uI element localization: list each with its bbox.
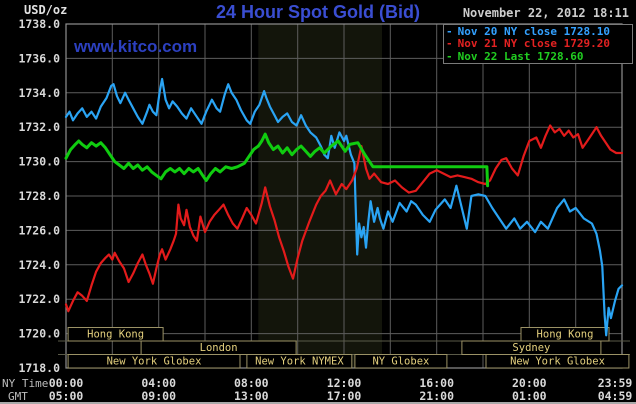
- x-tick-label-gmt: 04:59: [598, 389, 633, 403]
- x-tick-label-gmt: 17:00: [327, 389, 362, 403]
- x-tick-label-ny: 00:00: [49, 376, 84, 390]
- session-box: [67, 327, 164, 342]
- y-tick-label: 1722.0: [18, 292, 60, 306]
- legend-marker-nov21: -: [446, 37, 453, 51]
- legend-marker-nov20: -: [446, 24, 453, 38]
- y-tick-label: 1732.0: [18, 120, 60, 134]
- series-line-nov21: [64, 124, 624, 313]
- legend-marker-nov22: -: [446, 49, 453, 63]
- legend-box: - Nov 20 NY close 1728.10 - Nov 21 NY cl…: [443, 24, 633, 64]
- legend-item-nov22: - Nov 22 Last 1728.60: [446, 50, 630, 63]
- session-label: Sydney: [512, 342, 550, 354]
- x-tick-label-gmt: 09:00: [141, 389, 176, 403]
- chart-timestamp: November 22, 2012 18:11: [462, 6, 629, 20]
- x-tick-label-ny: 04:00: [141, 376, 176, 390]
- chart-title: 24 Hour Spot Gold (Bid): [216, 2, 420, 22]
- kitco-watermark-link[interactable]: www.kitco.com: [74, 37, 198, 56]
- series-line-nov20: [64, 77, 624, 337]
- session-box: [354, 354, 448, 369]
- session-label: Hong Kong: [87, 329, 144, 341]
- legend-item-nov20: - Nov 20 NY close 1728.10: [446, 25, 630, 38]
- x-tick-label-gmt: 05:00: [49, 389, 84, 403]
- x-tick-label-ny: 20:00: [512, 376, 547, 390]
- y-tick-label: 1728.0: [18, 189, 60, 203]
- session-box: [246, 354, 353, 369]
- session-box: [485, 354, 630, 369]
- y-tick-label: 1736.0: [18, 51, 60, 65]
- session-label: NY Globex: [372, 356, 429, 368]
- x-tick-label-ny: 08:00: [234, 376, 269, 390]
- y-tick-label: 1720.0: [18, 327, 60, 341]
- y-axis-unit-label: USD/oz: [24, 3, 68, 17]
- legend-label-nov20: Nov 20 NY close 1728.10: [457, 24, 610, 38]
- session-label: New York NYMEX: [255, 356, 344, 368]
- y-tick-label: 1718.0: [18, 361, 60, 375]
- legend-label-nov22: Nov 22 Last 1728.60: [457, 49, 584, 63]
- y-tick-label: 1724.0: [18, 258, 60, 272]
- session-label: Hong Kong: [537, 329, 594, 341]
- x-tick-label-gmt: 01:00: [512, 389, 547, 403]
- x-axis-caption-gmt: GMT: [8, 390, 28, 403]
- y-tick-label: 1738.0: [18, 17, 60, 31]
- session-label: London: [200, 342, 238, 354]
- x-tick-label-ny: 12:00: [327, 376, 362, 390]
- session-box: [67, 354, 241, 369]
- x-axis-caption-ny-time: NY Time: [2, 377, 49, 390]
- y-tick-label: 1730.0: [18, 155, 60, 169]
- legend-label-nov21: Nov 21 NY close 1729.20: [457, 37, 610, 51]
- x-tick-label-gmt: 21:00: [419, 389, 454, 403]
- x-tick-label-ny: 23:59: [598, 376, 633, 390]
- session-label: New York Globex: [510, 356, 605, 368]
- series-line-nov22: [64, 132, 490, 188]
- y-tick-label: 1734.0: [18, 86, 60, 100]
- x-tick-label-gmt: 13:00: [234, 389, 269, 403]
- x-tick-label-ny: 16:00: [419, 376, 454, 390]
- y-tick-label: 1726.0: [18, 223, 60, 237]
- session-label: New York Globex: [107, 356, 202, 368]
- legend-item-nov21: - Nov 21 NY close 1729.20: [446, 37, 630, 51]
